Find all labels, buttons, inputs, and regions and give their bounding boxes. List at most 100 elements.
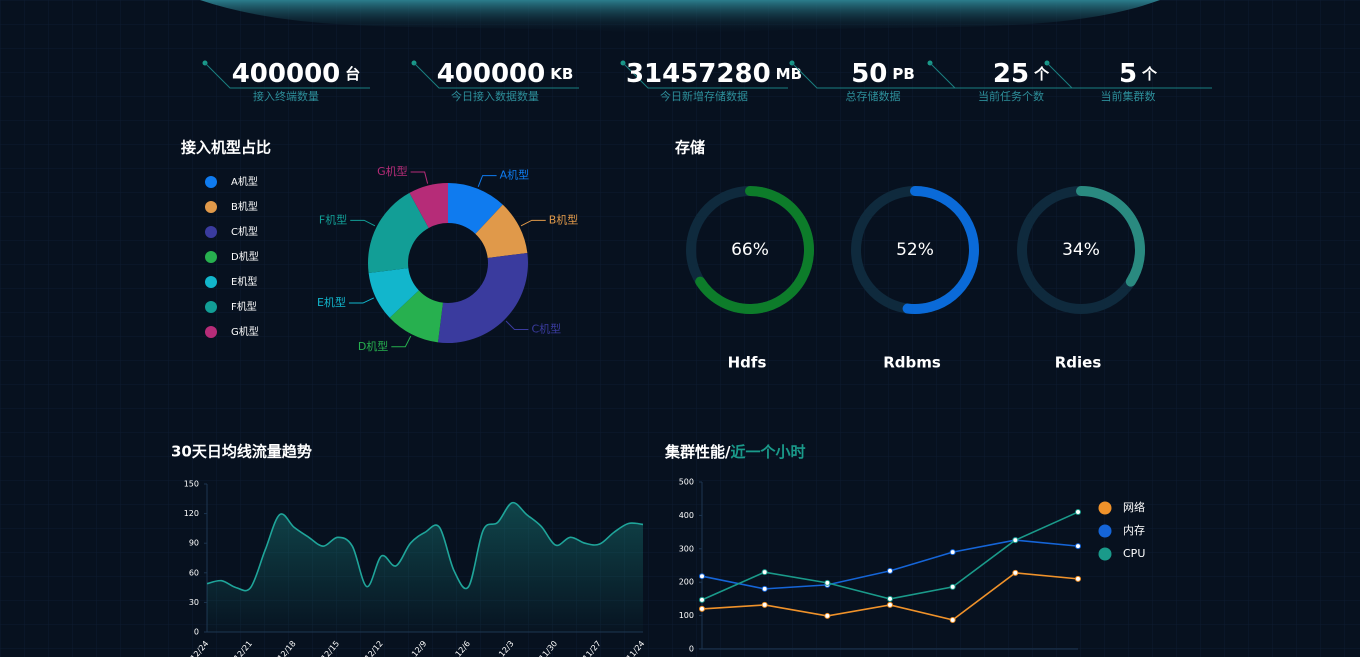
kpi-label: 总存储数据	[846, 89, 901, 103]
leader-line	[391, 335, 412, 348]
kpi-number: 400000	[232, 59, 341, 89]
kpi-label: 接入终端数量	[253, 89, 319, 103]
legend-marker	[205, 226, 217, 238]
point	[761, 585, 768, 592]
y-tick-label: 0	[194, 628, 199, 637]
legend-marker	[205, 251, 217, 263]
leader-line	[505, 320, 529, 330]
legend-label: F机型	[231, 300, 257, 313]
point	[1075, 509, 1081, 516]
point	[1012, 569, 1019, 576]
gauge-arc	[1076, 186, 1145, 287]
pie-slice	[475, 204, 528, 258]
area	[207, 502, 643, 632]
point	[949, 549, 956, 556]
gauge-name: Hdfs	[728, 354, 767, 372]
y-tick-label: 0	[689, 645, 694, 654]
y-tick-label: 200	[679, 578, 694, 587]
legend-label: 内存	[1123, 523, 1145, 537]
point	[887, 601, 893, 608]
kpi-label: 今日接入数据数量	[451, 89, 539, 103]
y-tick-label: 100	[679, 611, 694, 620]
y-tick-label: 30	[189, 598, 199, 607]
slice-label: F机型	[319, 212, 347, 226]
legend-marker	[1098, 524, 1112, 538]
kpi-underline	[791, 62, 957, 89]
gauge-arc	[695, 186, 814, 314]
point	[949, 616, 956, 623]
gauge-value: 34%	[1062, 240, 1100, 260]
pie-slice	[448, 183, 503, 234]
legend-label: CPU	[1123, 547, 1145, 560]
kpi-underline	[929, 62, 1095, 89]
leader-line	[410, 171, 429, 184]
legend-label: E机型	[231, 275, 257, 288]
kpi-label: 当前集群数	[1101, 89, 1156, 103]
gauge-arc	[902, 186, 979, 314]
kpi-unit: 个	[1141, 65, 1158, 83]
kpi-label: 今日新增存储数据	[660, 89, 748, 103]
kpi-value: 50 PB	[851, 59, 915, 89]
point	[1075, 543, 1081, 550]
pie-slice	[389, 290, 443, 343]
point	[824, 612, 831, 619]
subtitle: 近一个小时	[730, 443, 805, 461]
kpi-number: 400000	[437, 59, 546, 89]
point	[761, 569, 768, 576]
leader-line	[477, 175, 497, 187]
slice-label: D机型	[358, 339, 388, 353]
legend-marker	[1098, 501, 1112, 515]
point	[699, 573, 705, 580]
pie-slice	[368, 192, 429, 274]
chart-title: 集群性能/近一个小时	[664, 443, 806, 461]
point	[949, 583, 956, 590]
y-tick-label: 90	[189, 539, 199, 548]
legend-marker	[205, 276, 217, 288]
kpi-underline	[622, 62, 788, 89]
chart-title: 30天日均线流量趋势	[171, 443, 312, 461]
pie-slice	[409, 183, 448, 228]
y-tick-label: 400	[679, 511, 694, 520]
legend-marker	[205, 301, 217, 313]
kpi-underline	[413, 62, 579, 89]
kpi-value: 400000 KB	[437, 59, 574, 89]
pie-slice	[437, 252, 528, 343]
kpi-underline	[1046, 62, 1212, 89]
kpi-underline	[204, 62, 370, 89]
legend-label: G机型	[231, 325, 259, 338]
legend-marker	[205, 201, 217, 213]
leader-line	[520, 219, 546, 227]
chart-title: 接入机型占比	[181, 139, 271, 157]
leader-line	[348, 297, 375, 304]
kpi-value: 25 个	[993, 59, 1050, 89]
kpi-number: 31457280	[626, 59, 771, 89]
leader-line	[350, 219, 376, 227]
legend-marker	[205, 176, 217, 188]
kpi-label: 当前任务个数	[978, 89, 1044, 103]
y-tick-label: 150	[184, 480, 199, 489]
gauge-name: Rdies	[1055, 354, 1102, 372]
point	[761, 601, 768, 608]
legend-label: B机型	[231, 200, 258, 213]
y-tick-label: 60	[189, 568, 199, 577]
kpi-value: 31457280 MB	[626, 59, 802, 89]
kpi-number: 50	[851, 59, 887, 89]
kpi-unit: PB	[892, 65, 914, 83]
slice-label: G机型	[377, 164, 408, 178]
kpi-unit: KB	[550, 65, 573, 83]
line	[206, 501, 644, 592]
point	[824, 579, 831, 586]
point	[1012, 537, 1019, 544]
gauge-name: Rdbms	[883, 354, 941, 372]
title: 集群性能/	[664, 443, 731, 461]
y-tick-label: 300	[679, 544, 694, 553]
legend-marker	[205, 326, 217, 338]
pie-slice	[368, 268, 419, 318]
gauge-value: 52%	[896, 240, 934, 260]
legend-label: C机型	[231, 225, 258, 238]
legend-label: D机型	[231, 250, 259, 263]
